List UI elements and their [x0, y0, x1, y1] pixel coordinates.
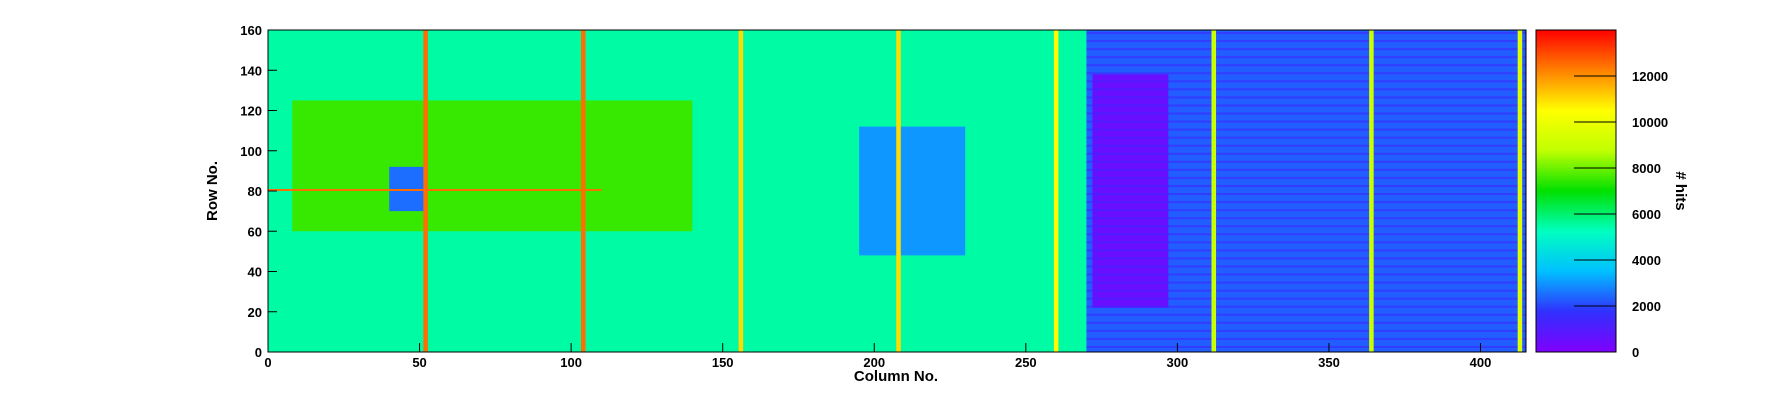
heatmap-stripe — [1086, 281, 1526, 284]
z-tick-label: 6000 — [1632, 207, 1661, 222]
color-scale-bar — [1536, 30, 1616, 352]
y-tick-label: 40 — [248, 265, 262, 280]
heatmap-stripe — [1086, 160, 1526, 163]
heatmap-stripe — [1086, 257, 1526, 260]
heatmap-stripe — [1086, 305, 1526, 308]
heatmap-stripe — [1086, 96, 1526, 99]
heatmap-stripe — [1086, 249, 1526, 252]
heatmap-stripe — [1086, 120, 1526, 123]
x-tick-label: 100 — [560, 355, 582, 370]
hot-row — [268, 188, 602, 191]
plot-area — [268, 30, 1526, 352]
heatmap-stripe — [1086, 233, 1526, 236]
heatmap-region — [292, 100, 693, 232]
z-tick-label: 0 — [1632, 345, 1639, 360]
heatmap-stripe — [1086, 201, 1526, 204]
x-tick-label: 200 — [863, 355, 885, 370]
y-axis-title: Row No. — [204, 161, 221, 221]
heatmap-stripe — [1086, 144, 1526, 147]
heatmap-stripe — [1086, 136, 1526, 139]
hot-column — [580, 30, 586, 352]
heatmap-stripe — [1086, 193, 1526, 196]
heatmap-stripe — [1086, 88, 1526, 91]
heatmap-stripe — [1086, 104, 1526, 107]
heatmap-stripe — [1086, 321, 1526, 324]
y-tick-label: 160 — [240, 23, 262, 38]
heatmap-stripe — [1086, 209, 1526, 212]
x-tick-label: 0 — [264, 355, 271, 370]
heatmap-stripe — [1086, 297, 1526, 300]
x-axis: 0 50 100 150 200 250 300 350 400 — [264, 343, 1491, 370]
heatmap-stripe — [1086, 337, 1526, 340]
heatmap-stripe — [1086, 152, 1526, 155]
x-tick-label: 50 — [412, 355, 426, 370]
z-tick-label: 10000 — [1632, 115, 1668, 130]
heatmap-stripe — [1086, 217, 1526, 220]
heatmap-stripe — [1086, 289, 1526, 292]
hot-column — [1053, 30, 1059, 352]
y-tick-label: 100 — [240, 144, 262, 159]
y-axis: 0 20 40 60 80 100 120 140 160 — [240, 23, 277, 360]
heatmap-region — [859, 126, 966, 256]
heatmap-stripe — [1086, 168, 1526, 171]
z-tick-label: 12000 — [1632, 69, 1668, 84]
hot-column — [738, 30, 744, 352]
heatmap-stripe — [1086, 329, 1526, 332]
heatmap-stripe — [1086, 265, 1526, 268]
color-scale-title: # hits — [1672, 171, 1689, 210]
hot-column — [423, 30, 428, 352]
heatmap-stripe — [1086, 32, 1526, 35]
heatmap-stripe — [1086, 313, 1526, 316]
heatmap-region — [1092, 74, 1169, 308]
x-tick-label: 350 — [1318, 355, 1340, 370]
color-scale-frame — [1535, 29, 1617, 353]
x-tick-label: 300 — [1167, 355, 1189, 370]
z-tick-label: 8000 — [1632, 161, 1661, 176]
y-tick-label: 20 — [248, 305, 262, 320]
heatmap-stripe — [1086, 72, 1526, 75]
heatmap-stripe — [1086, 225, 1526, 228]
heatmap-stripe — [1086, 112, 1526, 115]
x-tick-label: 400 — [1470, 355, 1492, 370]
heatmap-stripe — [1086, 48, 1526, 51]
y-tick-label: 0 — [255, 345, 262, 360]
heatmap-stripe — [1086, 64, 1526, 67]
y-tick-label: 120 — [240, 104, 262, 119]
heatmap-stripe — [1086, 128, 1526, 131]
hot-column — [1211, 30, 1217, 352]
heatmap-stripe — [1086, 40, 1526, 43]
y-tick-label: 60 — [248, 224, 262, 239]
hot-column — [1517, 30, 1523, 352]
y-tick-label: 140 — [240, 63, 262, 78]
y-tick-label: 80 — [248, 184, 262, 199]
z-tick-label: 2000 — [1632, 299, 1661, 314]
heatmap-stripe — [1086, 176, 1526, 179]
z-tick-label: 4000 — [1632, 253, 1661, 268]
heatmap-stripe — [1086, 80, 1526, 83]
hot-column — [1369, 30, 1374, 352]
x-tick-label: 250 — [1015, 355, 1037, 370]
heatmap-stripe — [1086, 56, 1526, 59]
hot-column — [896, 30, 901, 352]
color-scale-axis: 0 2000 4000 6000 8000 10000 12000 — [1535, 29, 1668, 360]
heatmap-stripe — [1086, 184, 1526, 187]
heatmap-stripe — [1086, 345, 1526, 348]
heatmap-stripe — [1086, 241, 1526, 244]
x-tick-label: 150 — [712, 355, 734, 370]
x-axis-title: Column No. — [854, 368, 938, 385]
heatmap-stripe — [1086, 273, 1526, 276]
